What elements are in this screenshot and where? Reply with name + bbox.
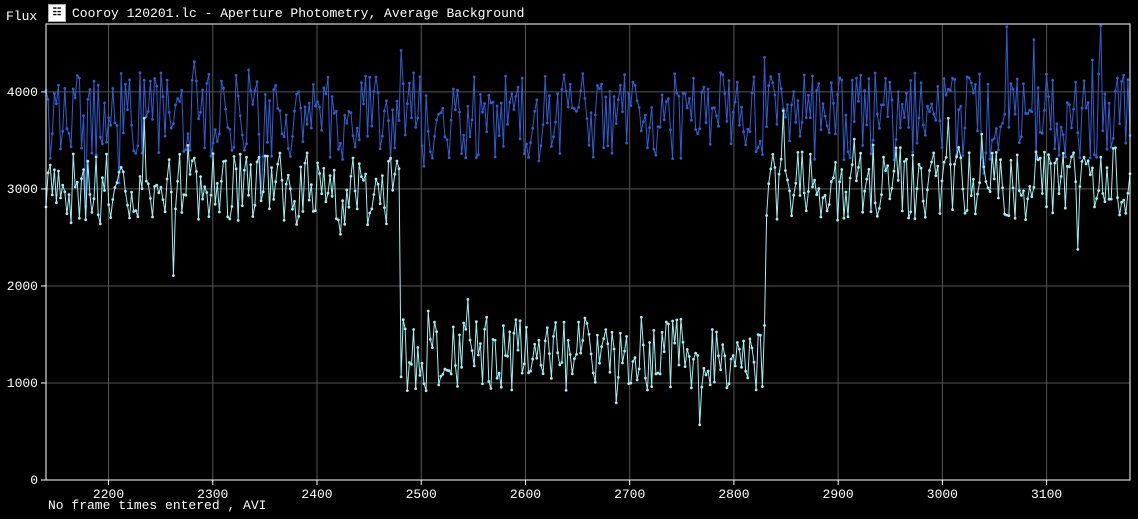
svg-text:2700: 2700 [614, 487, 645, 502]
svg-text:2000: 2000 [7, 279, 38, 294]
footer-note: No frame times entered , AVI [48, 498, 266, 513]
svg-text:2900: 2900 [823, 487, 854, 502]
svg-text:4000: 4000 [7, 85, 38, 100]
svg-text:0: 0 [30, 473, 38, 488]
svg-text:1000: 1000 [7, 376, 38, 391]
svg-text:3000: 3000 [927, 487, 958, 502]
svg-text:2400: 2400 [301, 487, 332, 502]
photometry-chart: 2200230024002500260027002800290030003100… [0, 0, 1138, 519]
svg-text:3000: 3000 [7, 182, 38, 197]
svg-text:3100: 3100 [1031, 487, 1062, 502]
svg-text:2800: 2800 [718, 487, 749, 502]
svg-text:2500: 2500 [406, 487, 437, 502]
svg-text:2600: 2600 [510, 487, 541, 502]
